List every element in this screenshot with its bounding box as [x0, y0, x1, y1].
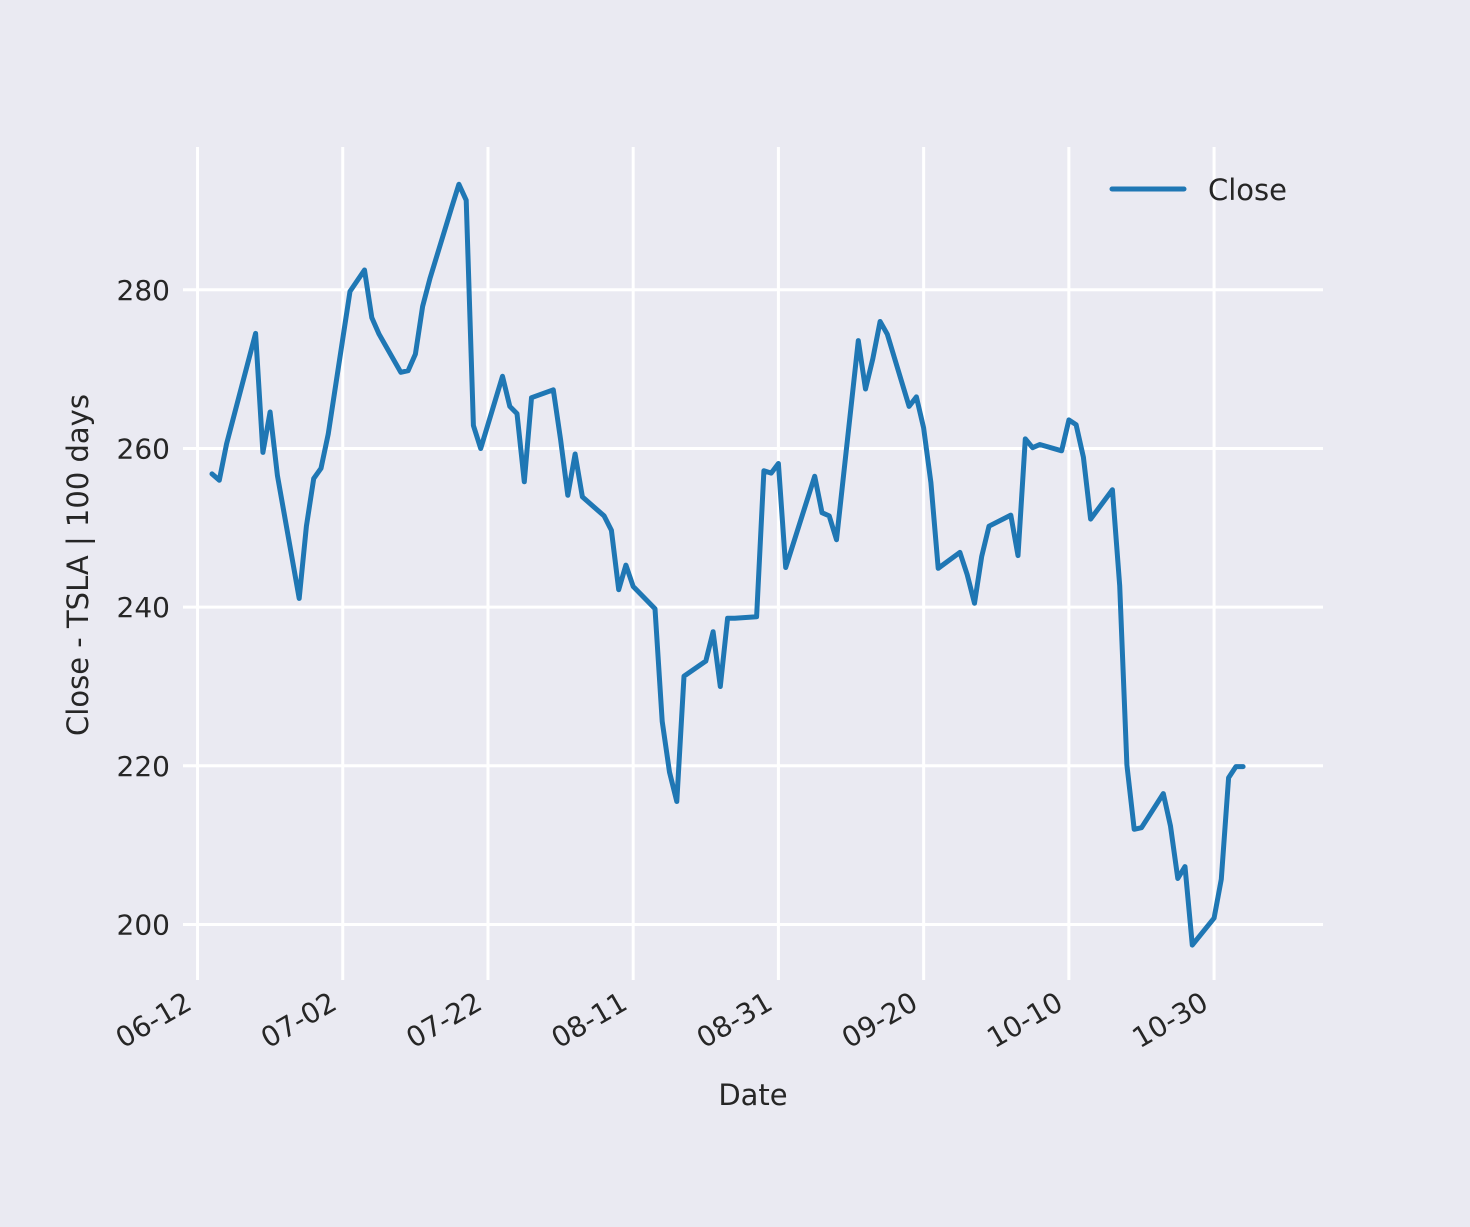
y-axis-label: Close - TSLA | 100 days [61, 394, 95, 736]
y-tick-label: 280 [117, 274, 170, 307]
x-tick-label: 08-11 [546, 985, 633, 1054]
y-tick-label: 260 [117, 432, 170, 465]
x-tick-label: 08-31 [691, 985, 778, 1054]
tick-labels: 200 220 240 260 280 06-12 07-02 07-22 08-11 08-31… [110, 274, 1214, 1055]
x-tick-label: 07-02 [255, 985, 342, 1054]
y-tick-label: 220 [117, 750, 170, 783]
legend-label-close: Close [1208, 173, 1287, 207]
legend: Close [1109, 173, 1287, 207]
grid [183, 147, 1323, 980]
series-line-close [209, 181, 1246, 948]
x-tick-label: 10-10 [981, 985, 1068, 1054]
x-axis-label: Date [718, 1078, 787, 1112]
x-tick-label: 06-12 [110, 985, 197, 1054]
y-tick-label: 200 [117, 908, 170, 941]
x-tick-label: 10-30 [1127, 985, 1214, 1054]
x-tick-label: 07-22 [400, 985, 487, 1054]
x-tick-label: 09-20 [836, 985, 923, 1054]
series-layer [209, 181, 1246, 948]
y-tick-label: 240 [117, 591, 170, 624]
